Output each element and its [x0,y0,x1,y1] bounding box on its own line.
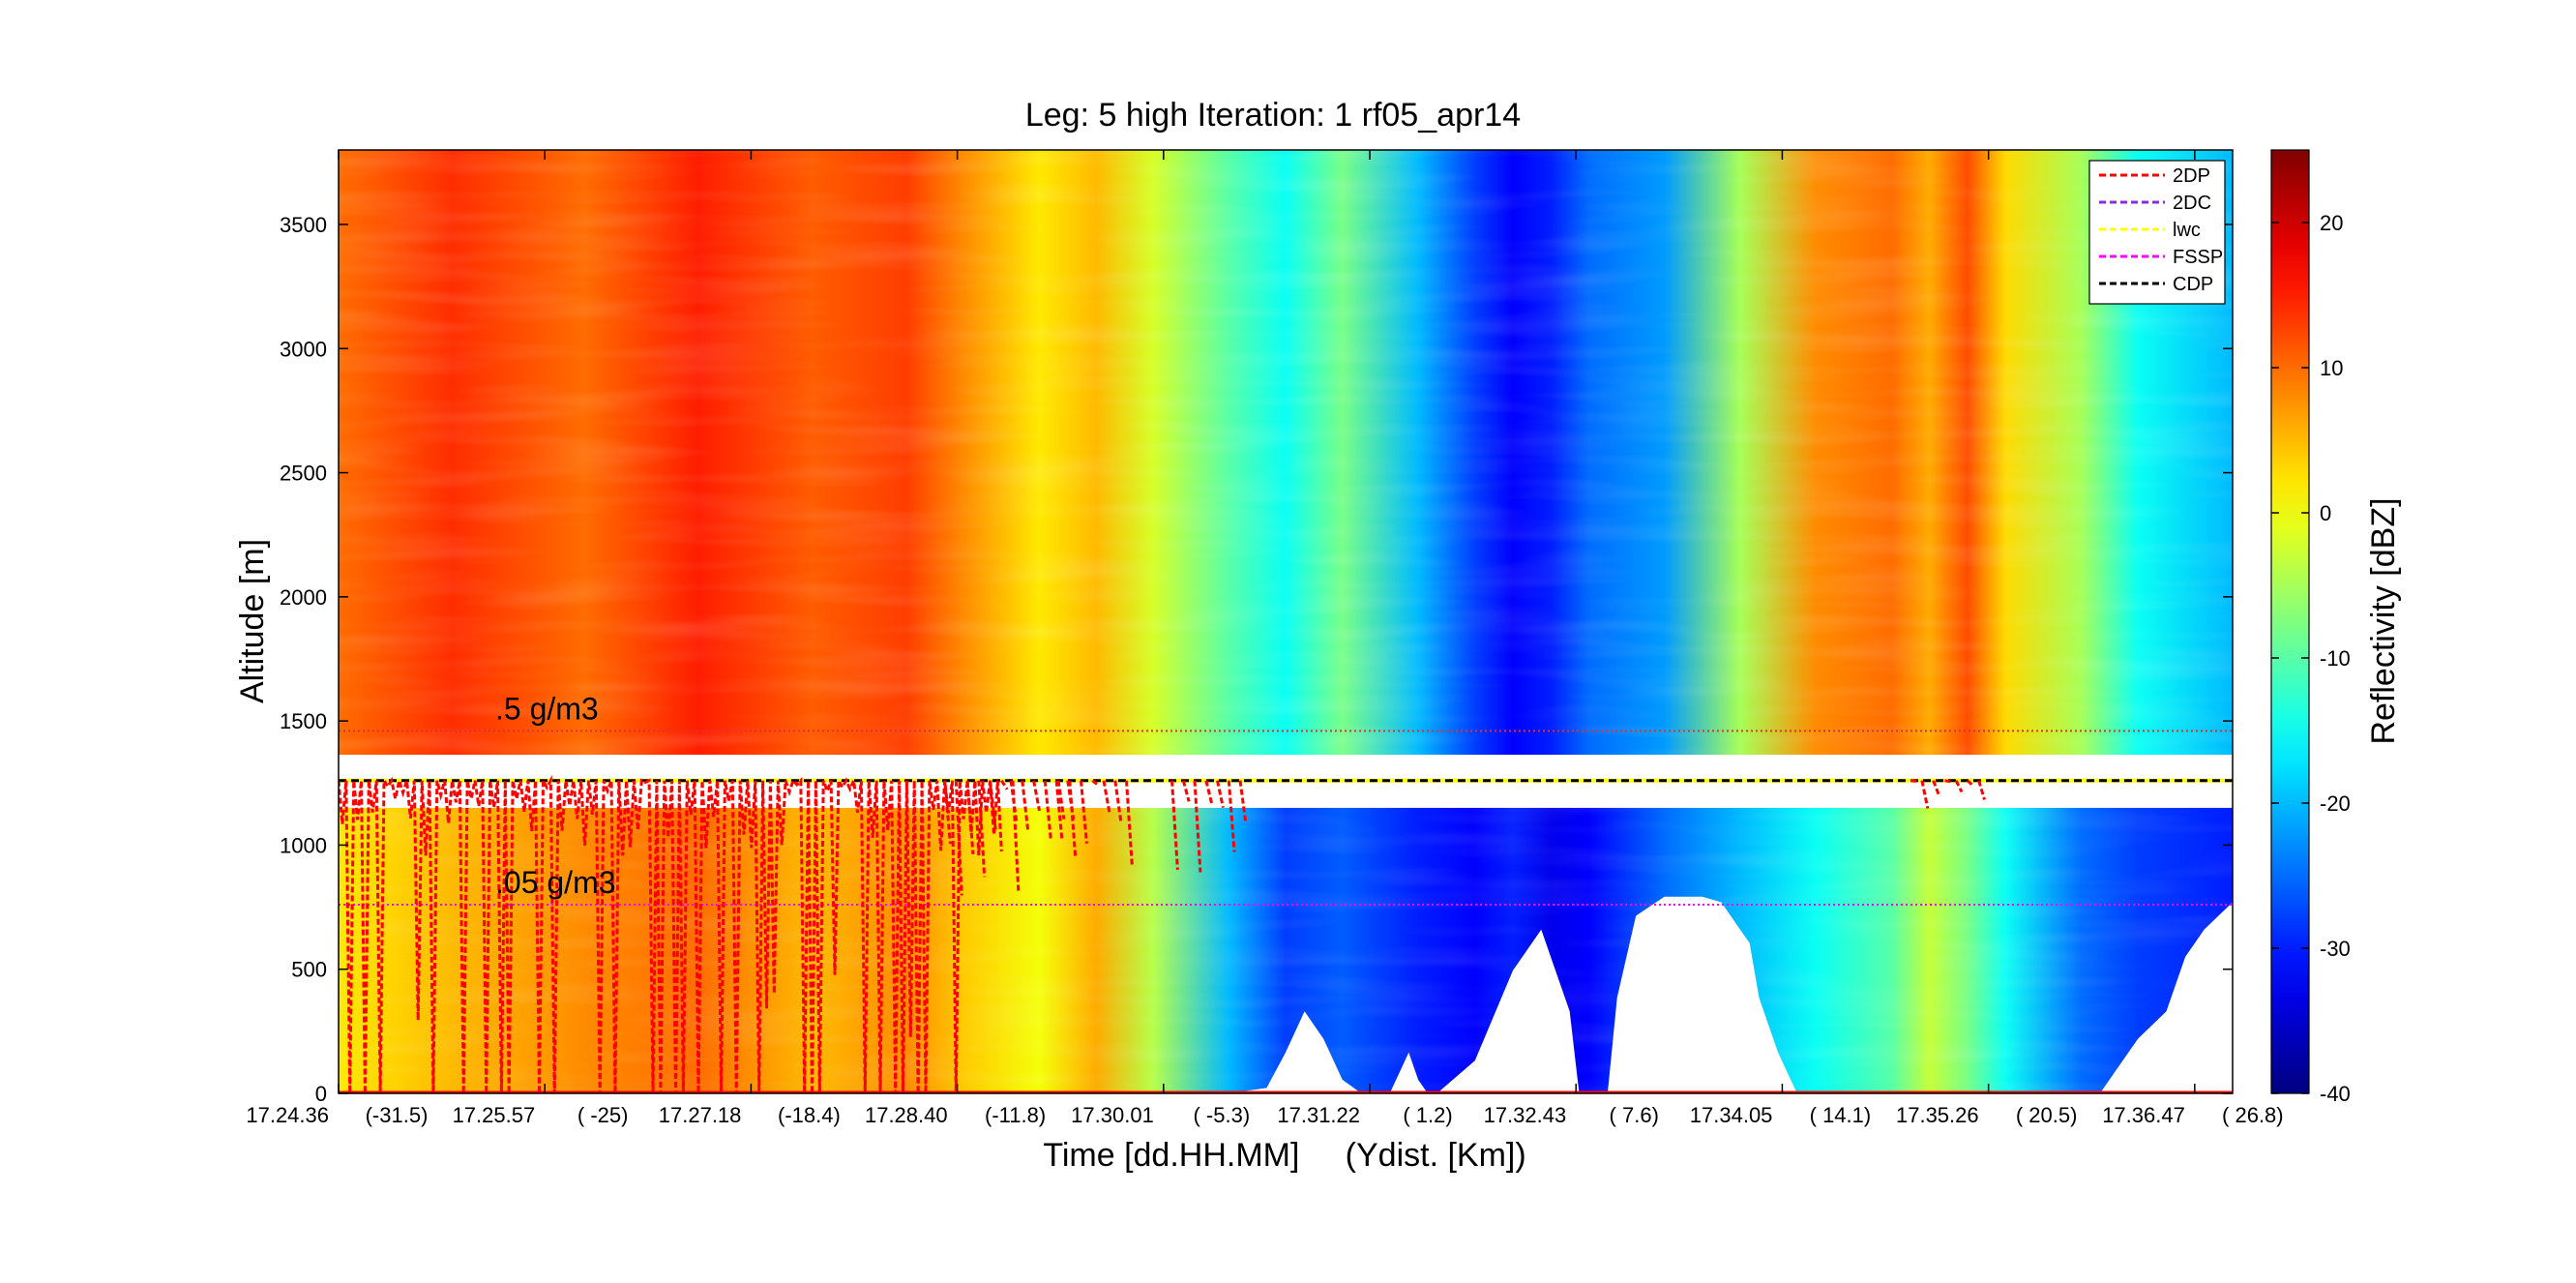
colorbar-tick-label: 20 [2320,211,2343,235]
x-tick-time-label: 17.25.57 [453,1103,536,1127]
2dp-trace [339,774,1986,1093]
colorbar-gradient [2270,149,2310,1094]
blank-bands [339,756,2233,808]
y-axis: 0 500 1000 1500 2000 2500 3000 3500 [280,213,2233,1106]
x-tick-time-label: 17.24.36 [246,1103,329,1127]
clear-air-region [1607,896,1797,1093]
colorbar-tick-label: -30 [2320,937,2351,961]
x-tick-time-label: 17.34.05 [1690,1103,1773,1127]
legend: 2DP 2DC lwc FSSP CDP [2088,160,2226,305]
reference-line-labels: .5 g/m3 .05 g/m3 [495,691,616,900]
legend-label: FSSP [2173,247,2223,268]
colorbar-label: Reflectivity [dBZ] [2365,497,2402,744]
x-tick-ydist-label: (-18.4) [778,1103,841,1127]
x-axis: 17.24.36 (-31.5) 17.25.57 ( -25) 17.27.18 (-1… [246,150,2284,1127]
y-tick-label: 500 [291,958,327,982]
clear-air-region [1436,929,1580,1093]
y-tick-label: 1000 [280,833,327,857]
legend-label: CDP [2173,274,2213,295]
x-axis-label: Time [dd.HH.MM] (Ydist. [Km]) [1043,1137,1525,1174]
colorbar-tick-label: -20 [2320,791,2351,816]
x-tick-ydist-label: ( 14.1) [1810,1103,1872,1127]
legend-label: 2DC [2173,193,2211,214]
chart-title: Leg: 5 high Iteration: 1 rf05_apr14 [1025,97,1521,134]
plot-frame [338,149,2234,1094]
probe-traces [339,774,2233,1093]
reference-line-label: .05 g/m3 [495,865,616,900]
x-tick-ydist-label: ( 20.5) [2016,1103,2078,1127]
x-tick-ydist-label: ( -25) [577,1103,629,1127]
y-tick-label: 2500 [280,462,327,486]
y-tick-label: 3000 [280,337,327,361]
colorbar-tick-label: -10 [2320,646,2351,671]
y-tick-label: 2000 [280,585,327,610]
clear-air-region [1389,1052,1428,1093]
blank-band [339,756,2233,768]
x-tick-time-label: 17.31.22 [1277,1103,1360,1127]
x-tick-time-label: 17.30.01 [1071,1103,1154,1127]
x-tick-time-label: 17.28.40 [865,1103,948,1127]
x-tick-ydist-label: ( -5.3) [1193,1103,1250,1127]
x-tick-time-label: 17.35.26 [1896,1103,1979,1127]
x-tick-time-label: 17.36.47 [2102,1103,2185,1127]
y-tick-label: 3500 [280,213,327,237]
blank-band [339,797,2233,808]
x-tick-ydist-label: ( 1.2) [1403,1103,1452,1127]
flight-level-gap [339,767,2233,798]
clear-air-region [1229,1011,1362,1093]
x-tick-time-label: 17.32.43 [1484,1103,1567,1127]
colorbar-tick-label: -40 [2320,1082,2351,1106]
clear-air-region [2099,902,2233,1093]
colorbar-tick-label: 10 [2320,356,2343,380]
y-tick-label: 0 [315,1082,327,1106]
colorbar: 20 10 0 -10 -20 -30 -40 Reflectivity [dBZ] [2270,149,2402,1106]
clear-air-regions [1229,896,2233,1093]
legend-box [2088,160,2226,305]
legend-label: 2DP [2173,165,2210,187]
x-tick-time-label: 17.27.18 [659,1103,742,1127]
legend-label: lwc [2173,220,2201,241]
x-tick-ydist-label: ( 7.6) [1610,1103,1659,1127]
reference-line-label: .5 g/m3 [495,691,599,726]
y-axis-label: Altitude [m] [234,539,271,703]
heatmap-upper-texture [339,150,2233,755]
y-tick-label: 1500 [280,709,327,733]
x-tick-ydist-label: (-31.5) [366,1103,429,1127]
colorbar-tick-label: 0 [2320,501,2331,525]
x-tick-ydist-label: (-11.8) [985,1103,1046,1127]
plot-area [339,150,2233,1093]
x-tick-ydist-label: ( 26.8) [2222,1103,2284,1127]
